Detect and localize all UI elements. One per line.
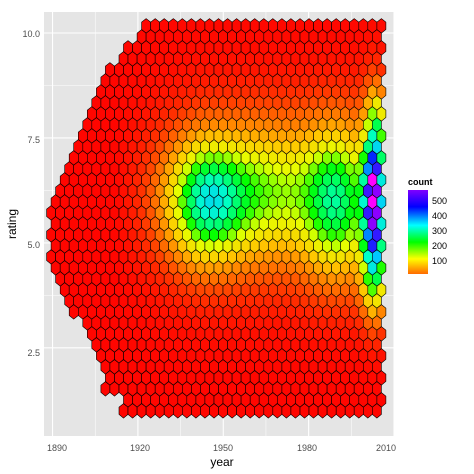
legend-label-500: 500 (432, 196, 447, 206)
hexbin-cell (231, 18, 242, 34)
y-axis-title: rating (5, 209, 19, 239)
hexbin-cell (204, 18, 215, 34)
x-tick-label-1980: 1980 (297, 443, 317, 453)
legend-label-400: 400 (432, 211, 447, 221)
y-tick-label-2.5: 2.5 (27, 348, 40, 358)
hexbin-cell (286, 18, 296, 34)
hexbin-cell (168, 18, 179, 34)
hexbin-cell (150, 18, 160, 34)
hexbin-cell (213, 18, 224, 34)
legend: count 500 400 300 200 100 (408, 177, 447, 274)
hexbin-cell (177, 18, 188, 34)
hexbin-cell (349, 18, 360, 34)
legend-title: count (408, 177, 433, 187)
hexbin-cell (240, 18, 251, 34)
y-tick-label-5.0: 5.0 (27, 240, 40, 250)
hexbin-cell (195, 18, 206, 34)
x-tick-label-1950: 1950 (213, 443, 233, 453)
x-tick-label-1890: 1890 (47, 443, 67, 453)
hexbin-cell (159, 18, 169, 34)
hexbin-cell (141, 18, 151, 34)
hexbin-cell (258, 18, 269, 34)
hexbin-cell (267, 18, 278, 34)
hexbin-layer (46, 18, 387, 419)
legend-label-200: 200 (432, 241, 447, 251)
legend-colorbar (408, 190, 428, 274)
hexbin-cell (340, 18, 351, 34)
y-tick-label-7.5: 7.5 (27, 135, 40, 145)
hexbin-cell (358, 18, 369, 34)
hexbin-cell (367, 18, 378, 34)
y-tick-label-10.0: 10.0 (22, 29, 40, 39)
legend-label-300: 300 (432, 226, 447, 236)
hexbin-cell (304, 18, 314, 34)
hexbin-cell (105, 62, 115, 78)
hexbin-cell (295, 18, 305, 34)
hexbin-cell (186, 18, 197, 34)
hexbin-cell (276, 18, 287, 34)
x-tick-label-2010: 2010 (376, 443, 396, 453)
x-axis-title: year (210, 455, 233, 469)
hexbin-cell (331, 18, 342, 34)
hexbin-cell (249, 18, 260, 34)
hexbin-cell (313, 18, 323, 34)
x-tick-label-1920: 1920 (130, 443, 150, 453)
hexbin-cell (322, 18, 332, 34)
hexbin-cell (222, 18, 233, 34)
hexbin-cell (123, 40, 133, 56)
legend-label-100: 100 (432, 256, 447, 266)
hexbin-cell (376, 18, 387, 34)
